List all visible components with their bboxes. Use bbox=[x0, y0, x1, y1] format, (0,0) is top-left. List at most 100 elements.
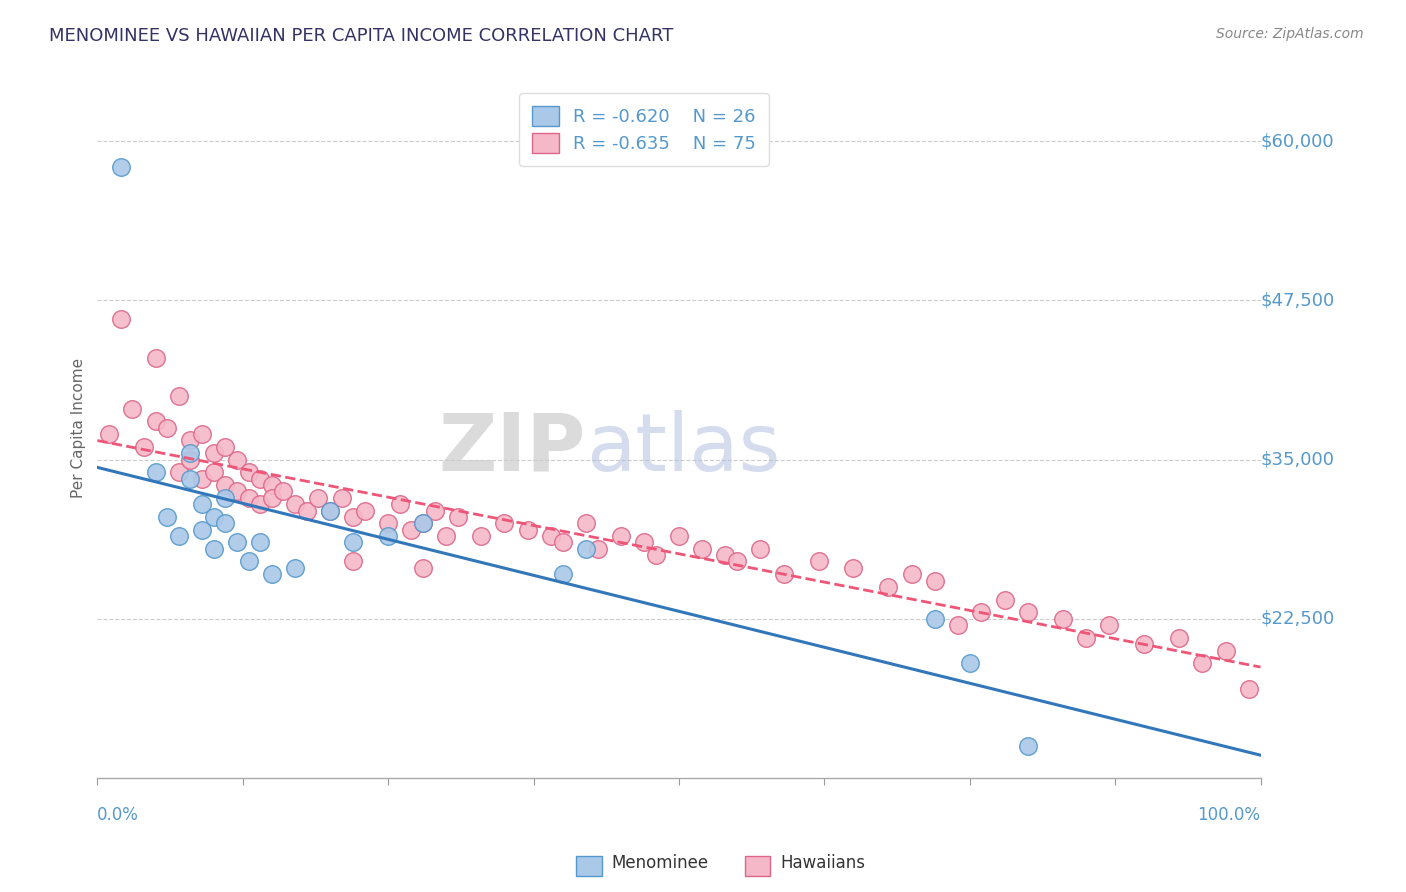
Text: ZIP: ZIP bbox=[439, 409, 586, 488]
Point bbox=[586, 541, 609, 556]
Point bbox=[238, 491, 260, 505]
Point bbox=[284, 497, 307, 511]
Point bbox=[924, 574, 946, 588]
Point bbox=[238, 554, 260, 568]
Point bbox=[423, 503, 446, 517]
Point bbox=[434, 529, 457, 543]
Point bbox=[1098, 618, 1121, 632]
Text: $22,500: $22,500 bbox=[1261, 610, 1334, 628]
Point bbox=[551, 567, 574, 582]
Point bbox=[179, 472, 201, 486]
Point bbox=[191, 497, 214, 511]
Point bbox=[412, 516, 434, 531]
Point bbox=[842, 561, 865, 575]
Text: $35,000: $35,000 bbox=[1261, 450, 1334, 468]
Point bbox=[191, 427, 214, 442]
Point bbox=[202, 509, 225, 524]
Point bbox=[191, 472, 214, 486]
Point bbox=[377, 516, 399, 531]
Point bbox=[214, 440, 236, 454]
Point bbox=[145, 351, 167, 365]
Point bbox=[110, 160, 132, 174]
Point bbox=[994, 592, 1017, 607]
Point bbox=[214, 491, 236, 505]
Point bbox=[668, 529, 690, 543]
Point bbox=[238, 465, 260, 479]
Point bbox=[401, 523, 423, 537]
Point bbox=[167, 389, 190, 403]
Point bbox=[959, 657, 981, 671]
Point bbox=[690, 541, 713, 556]
Point bbox=[295, 503, 318, 517]
Point bbox=[273, 484, 295, 499]
Point bbox=[202, 446, 225, 460]
Point bbox=[342, 554, 364, 568]
Point bbox=[610, 529, 633, 543]
Point bbox=[132, 440, 155, 454]
Point bbox=[342, 509, 364, 524]
Point bbox=[575, 516, 598, 531]
Point bbox=[447, 509, 470, 524]
Point bbox=[633, 535, 655, 549]
Point bbox=[156, 509, 179, 524]
Point bbox=[1215, 643, 1237, 657]
Text: 100.0%: 100.0% bbox=[1198, 806, 1261, 824]
Point bbox=[1074, 631, 1097, 645]
Point bbox=[249, 497, 271, 511]
Point bbox=[260, 478, 283, 492]
Point bbox=[388, 497, 411, 511]
Text: $60,000: $60,000 bbox=[1261, 132, 1334, 150]
Point bbox=[226, 452, 249, 467]
Point bbox=[179, 446, 201, 460]
Point bbox=[191, 523, 214, 537]
Y-axis label: Per Capita Income: Per Capita Income bbox=[72, 358, 86, 498]
Point bbox=[121, 401, 143, 416]
Point bbox=[714, 548, 737, 562]
Point bbox=[249, 535, 271, 549]
Text: Hawaiians: Hawaiians bbox=[780, 855, 865, 872]
Point bbox=[412, 561, 434, 575]
Point bbox=[167, 529, 190, 543]
Point bbox=[110, 312, 132, 326]
Point bbox=[226, 535, 249, 549]
Point bbox=[1017, 739, 1039, 754]
Point bbox=[551, 535, 574, 549]
Legend: R = -0.620    N = 26, R = -0.635    N = 75: R = -0.620 N = 26, R = -0.635 N = 75 bbox=[519, 94, 769, 166]
Point bbox=[749, 541, 772, 556]
Point bbox=[644, 548, 666, 562]
Text: MENOMINEE VS HAWAIIAN PER CAPITA INCOME CORRELATION CHART: MENOMINEE VS HAWAIIAN PER CAPITA INCOME … bbox=[49, 27, 673, 45]
Point bbox=[516, 523, 538, 537]
Text: $47,500: $47,500 bbox=[1261, 292, 1334, 310]
Point bbox=[470, 529, 492, 543]
Point bbox=[179, 452, 201, 467]
Point bbox=[330, 491, 353, 505]
Point bbox=[412, 516, 434, 531]
Point bbox=[924, 612, 946, 626]
Text: 0.0%: 0.0% bbox=[97, 806, 139, 824]
Point bbox=[319, 503, 342, 517]
Point bbox=[354, 503, 377, 517]
Point bbox=[1168, 631, 1191, 645]
Point bbox=[1052, 612, 1074, 626]
Point bbox=[260, 567, 283, 582]
Point bbox=[284, 561, 307, 575]
Point bbox=[145, 465, 167, 479]
Point bbox=[307, 491, 329, 505]
Point bbox=[946, 618, 969, 632]
Point bbox=[202, 465, 225, 479]
Point bbox=[214, 516, 236, 531]
Text: Menominee: Menominee bbox=[612, 855, 709, 872]
Point bbox=[540, 529, 562, 543]
Point bbox=[772, 567, 794, 582]
Point bbox=[877, 580, 900, 594]
Point bbox=[179, 434, 201, 448]
Text: atlas: atlas bbox=[586, 409, 780, 488]
Point bbox=[342, 535, 364, 549]
Point bbox=[249, 472, 271, 486]
Point bbox=[1191, 657, 1213, 671]
Point bbox=[970, 606, 993, 620]
Point bbox=[319, 503, 342, 517]
Point bbox=[725, 554, 748, 568]
Point bbox=[900, 567, 922, 582]
Point bbox=[494, 516, 516, 531]
